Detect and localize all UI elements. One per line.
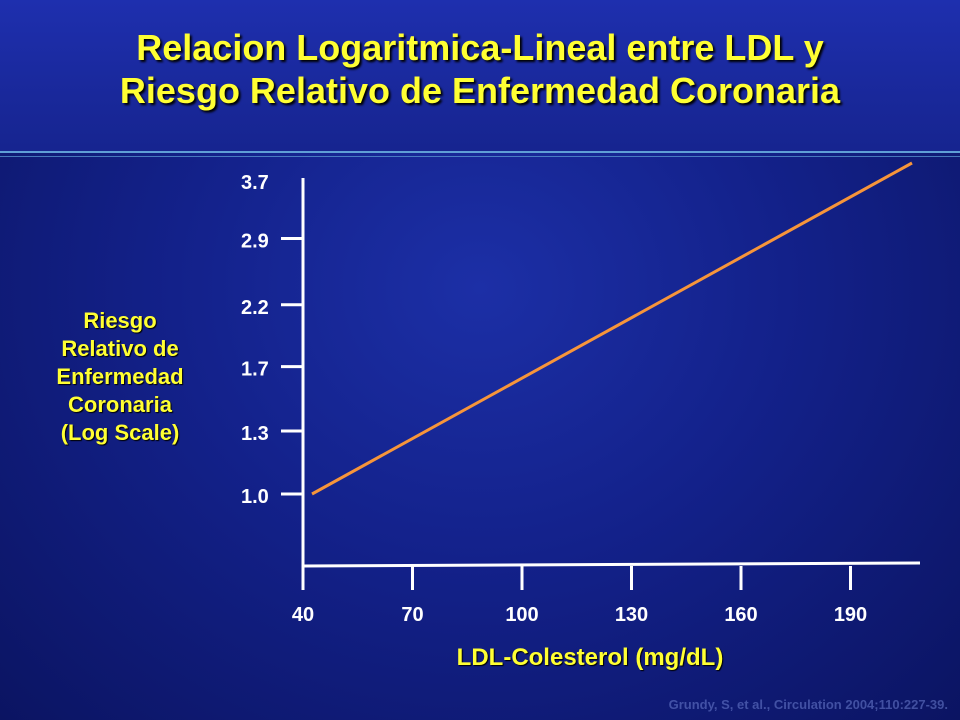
x-axis-line bbox=[301, 561, 921, 568]
y-axis-label-line-3: Enfermedad bbox=[56, 364, 184, 389]
title-divider-thin bbox=[0, 156, 960, 157]
y-tick-label: 2.9 bbox=[241, 230, 269, 252]
x-tick-label: 40 bbox=[292, 604, 314, 626]
y-tick-label: 1.3 bbox=[241, 423, 269, 445]
y-tick-label: 1.0 bbox=[241, 486, 269, 508]
y-axis-label-line-2: Relativo de bbox=[61, 336, 179, 361]
y-axis-label-line-5: (Log Scale) bbox=[60, 420, 180, 445]
series-layer bbox=[311, 161, 913, 496]
x-ticks: 40 70 100 130 160 190 bbox=[292, 566, 867, 626]
title-line-1: Relacion Logaritmica-Lineal entre LDL y bbox=[136, 27, 824, 68]
title-band bbox=[0, 0, 960, 152]
title-divider bbox=[0, 151, 960, 153]
title-line-2: Riesgo Relativo de Enfermedad Coronaria bbox=[119, 70, 841, 111]
y-tick-label: 3.7 bbox=[241, 172, 269, 194]
y-ticks: 1.0 1.3 1.7 2.2 2.9 3.7 bbox=[241, 172, 303, 508]
x-tick-label: 70 bbox=[401, 604, 423, 626]
y-axis-label-line-4: Coronaria bbox=[68, 392, 172, 417]
x-tick-label: 160 bbox=[724, 604, 757, 626]
y-tick-label: 2.2 bbox=[241, 297, 269, 319]
x-tick-label: 190 bbox=[834, 604, 867, 626]
y-axis-label: Riesgo Relativo de Enfermedad Coronaria … bbox=[20, 307, 220, 447]
slide-title: Relacion Logaritmica-Lineal entre LDL y … bbox=[0, 26, 960, 112]
x-tick-label: 130 bbox=[615, 604, 648, 626]
citation-footnote: Grundy, S, et al., Circulation 2004;110:… bbox=[668, 697, 948, 712]
y-tick-label: 1.7 bbox=[241, 359, 269, 381]
series-line bbox=[311, 161, 913, 496]
y-axis-label-line-1: Riesgo bbox=[83, 308, 157, 333]
x-tick-label: 100 bbox=[505, 604, 538, 626]
x-axis-label: LDL-Colesterol (mg/dL) bbox=[456, 644, 724, 671]
